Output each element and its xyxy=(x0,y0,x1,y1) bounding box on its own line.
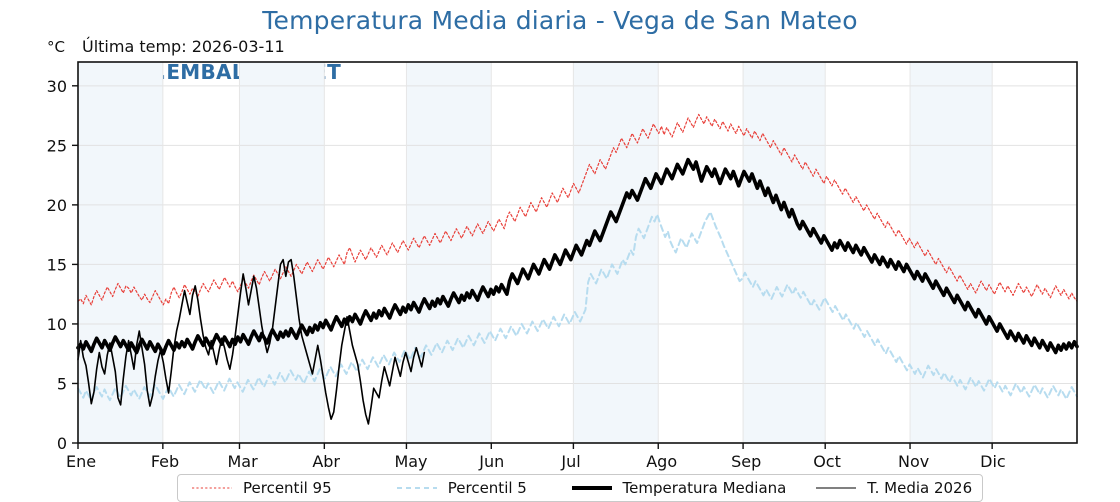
legend-item[interactable]: Percentil 95 xyxy=(178,475,383,501)
page-title: Temperatura Media diaria - Vega de San M… xyxy=(262,6,858,35)
legend-swatch-icon xyxy=(571,486,612,490)
legend-item-label: Temperatura Mediana xyxy=(622,479,787,497)
x-axis-tick-label: May xyxy=(394,452,427,471)
legend-swatch-icon xyxy=(192,487,232,489)
y-axis-unit-label: °C xyxy=(47,38,65,56)
y-axis-tick-label: 30 xyxy=(47,77,67,96)
y-axis-tick-label: 0 xyxy=(57,434,67,453)
x-axis-tick-label: Sep xyxy=(731,452,761,471)
month-band xyxy=(573,62,659,443)
month-band xyxy=(78,62,163,443)
month-band xyxy=(406,62,492,443)
y-axis-tick-label: 20 xyxy=(47,196,67,215)
series-line xyxy=(77,258,426,425)
legend-swatch-icon xyxy=(816,487,857,489)
legend-item-label: Percentil 95 xyxy=(243,479,332,497)
last-temp-label: Última temp: 2026-03-11 xyxy=(82,37,285,56)
month-band xyxy=(743,62,826,443)
legend-item-label: T. Media 2026 xyxy=(867,479,973,497)
y-axis-tick-label: 25 xyxy=(47,136,67,155)
legend-item[interactable]: Percentil 5 xyxy=(383,475,558,501)
x-axis-tick-label: Nov xyxy=(898,452,929,471)
x-axis-tick-label: Abr xyxy=(312,452,340,471)
x-axis-tick-label: Jul xyxy=(560,452,580,471)
x-axis-tick-label: Ene xyxy=(66,452,96,471)
month-band xyxy=(910,62,993,443)
legend-item[interactable]: T. Media 2026 xyxy=(802,475,982,501)
x-axis-tick-label: Feb xyxy=(151,452,179,471)
series-line xyxy=(77,211,1078,402)
series-line xyxy=(76,157,1079,356)
y-axis-tick-label: 15 xyxy=(47,255,67,274)
chart-legend: Percentil 95 Percentil 5 Temperatura Media… xyxy=(177,474,983,502)
legend-item[interactable]: Temperatura Mediana xyxy=(558,475,803,501)
x-axis-tick-label: Jun xyxy=(478,452,504,471)
x-axis-tick-label: Oct xyxy=(813,452,841,471)
x-axis-tick-label: Ago xyxy=(646,452,677,471)
x-axis-tick-label: Mar xyxy=(227,452,258,471)
month-band xyxy=(239,62,325,443)
legend-item-label: Percentil 5 xyxy=(447,479,527,497)
x-axis-tick-label: Dic xyxy=(980,452,1006,471)
y-axis-tick-label: 5 xyxy=(57,374,67,393)
y-axis-tick-label: 10 xyxy=(47,315,67,334)
legend-swatch-icon xyxy=(396,487,437,489)
